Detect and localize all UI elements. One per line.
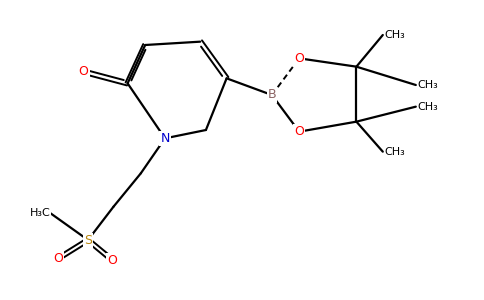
Text: O: O: [54, 252, 63, 265]
Text: CH₃: CH₃: [418, 102, 439, 112]
Text: O: O: [107, 254, 117, 266]
Text: O: O: [79, 65, 89, 78]
Text: CH₃: CH₃: [385, 30, 406, 40]
Text: CH₃: CH₃: [418, 80, 439, 90]
Text: O: O: [294, 52, 304, 65]
Text: CH₃: CH₃: [385, 147, 406, 157]
Text: B: B: [268, 88, 276, 101]
Text: H₃C: H₃C: [30, 208, 51, 218]
Text: S: S: [84, 233, 92, 247]
Text: N: N: [160, 132, 170, 145]
Text: O: O: [294, 125, 304, 138]
